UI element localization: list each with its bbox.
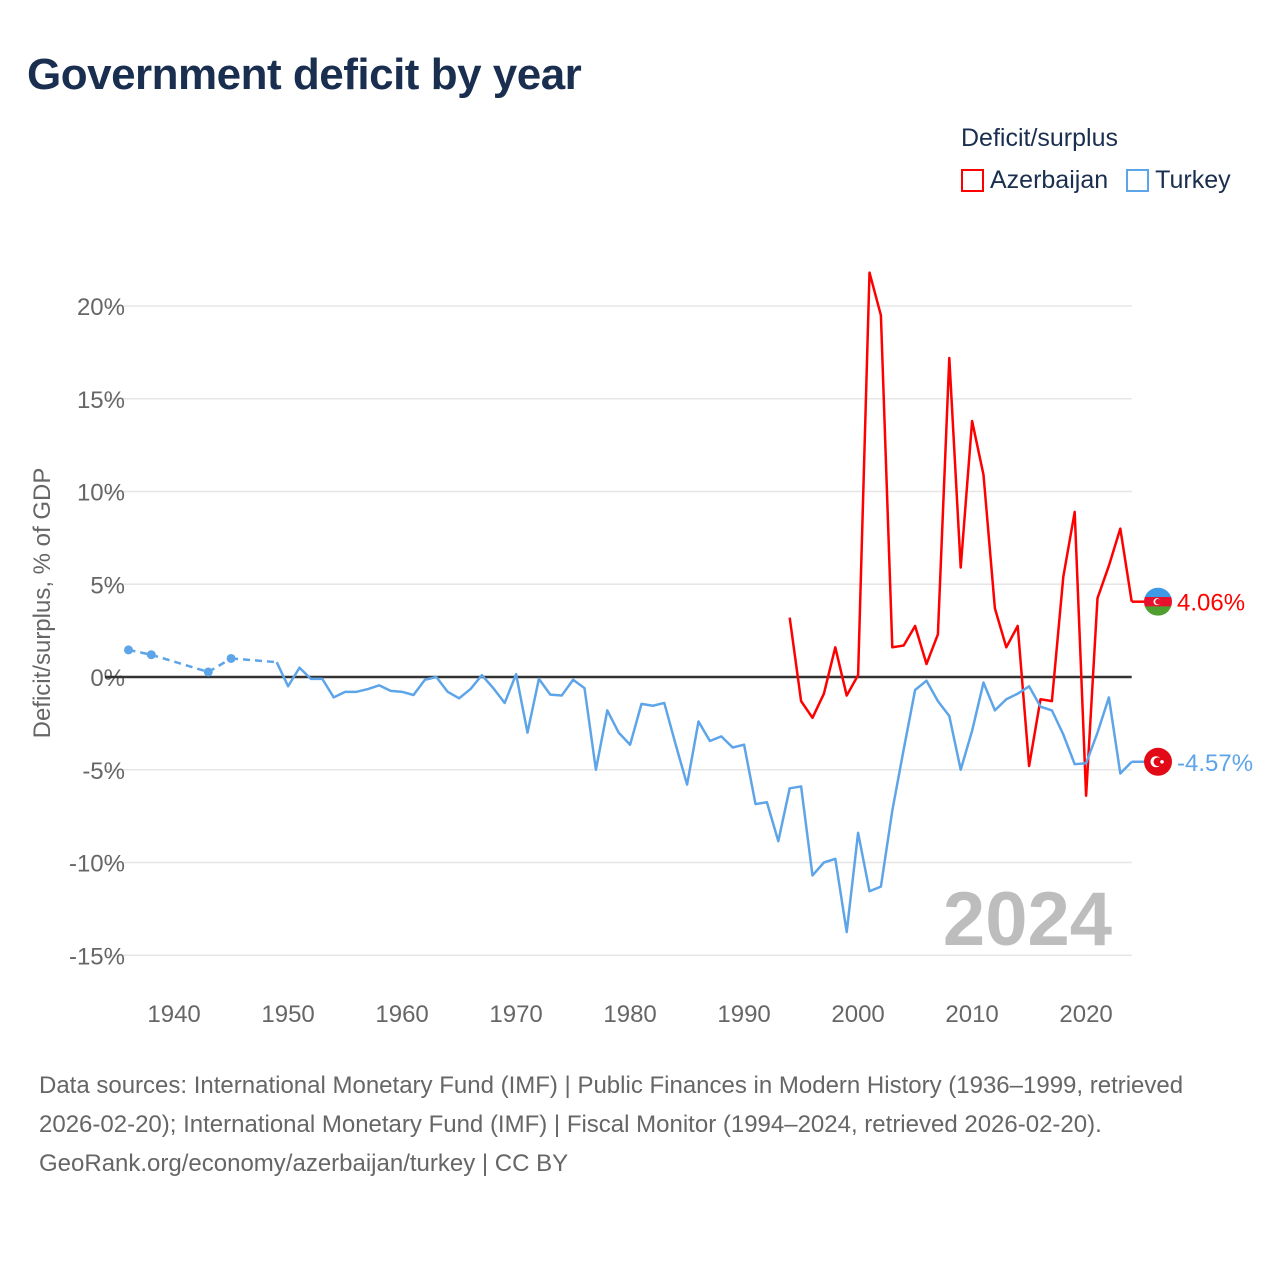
data-sources: Data sources: International Monetary Fun… <box>39 1072 1184 1138</box>
data-point-turkey <box>203 667 213 677</box>
y-tick-label: -10% <box>69 851 125 878</box>
chart-title: Government deficit by year <box>27 50 582 99</box>
data-point-turkey <box>226 653 236 663</box>
chart-area: 20% 15% 10% 5% 0% -5% -10% -15% 1940 1950 1960 1970… <box>29 271 1253 1028</box>
x-tick-label: 1990 <box>717 1001 770 1028</box>
y-axis-label: Deficit/surplus, % of GDP <box>29 468 56 739</box>
series-gap-turkey <box>150 653 209 674</box>
legend-item-azerbaijan[interactable]: Azerbaijan <box>961 166 1108 195</box>
legend: Azerbaijan Turkey <box>961 166 1231 195</box>
data-point-turkey <box>124 645 133 655</box>
x-tick-label: 1950 <box>261 1001 314 1028</box>
y-tick-label: 15% <box>77 387 125 414</box>
turkey-flag-icon <box>1144 747 1172 776</box>
credit-link[interactable]: GeoRank.org/economy/azerbaijan/turkey | … <box>39 1150 569 1177</box>
x-tick-label: 1940 <box>147 1001 200 1028</box>
end-value-label-azerbaijan: 4.06% <box>1177 590 1245 617</box>
series-line-turkey <box>275 661 1133 934</box>
x-tick-label: 2000 <box>831 1001 884 1028</box>
footer: Data sources: International Monetary Fun… <box>39 1066 1239 1183</box>
legend-label-azerbaijan: Azerbaijan <box>990 166 1109 194</box>
series-gap-turkey <box>230 657 277 664</box>
y-tick-label: 10% <box>77 480 125 507</box>
x-tick-label: 1980 <box>603 1001 656 1028</box>
legend-label-turkey: Turkey <box>1155 166 1231 194</box>
end-value-label-turkey: -4.57% <box>1177 750 1253 777</box>
x-tick-label: 2010 <box>945 1001 998 1028</box>
legend-item-turkey[interactable]: Turkey <box>1126 166 1231 195</box>
y-tick-label: -15% <box>69 943 125 970</box>
x-tick-label: 1960 <box>375 1001 428 1028</box>
x-tick-label: 2020 <box>1059 1001 1112 1028</box>
y-tick-label: -5% <box>82 758 125 785</box>
series-line-azerbaijan <box>788 271 1133 797</box>
y-tick-label: 5% <box>90 572 125 599</box>
y-tick-label: 0% <box>90 665 125 692</box>
data-point-turkey <box>146 650 156 660</box>
x-tick-label: 1970 <box>489 1001 542 1028</box>
legend-title: Deficit/surplus <box>961 124 1118 152</box>
azerbaijan-flag-icon <box>1144 587 1172 616</box>
legend-swatch-turkey <box>1126 169 1150 192</box>
y-tick-label: 20% <box>77 294 125 321</box>
year-watermark: 2024 <box>943 877 1112 962</box>
legend-swatch-azerbaijan <box>961 169 984 192</box>
